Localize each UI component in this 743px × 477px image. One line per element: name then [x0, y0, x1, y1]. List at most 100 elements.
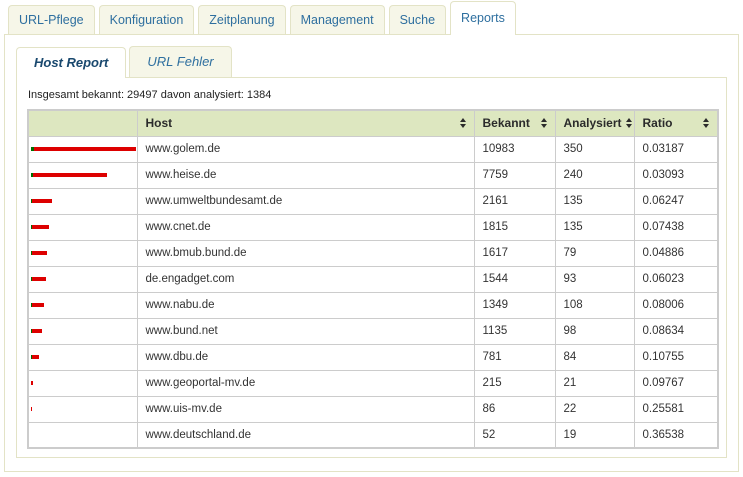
table-row: www.golem.de 10983 350 0.03187: [27, 135, 719, 163]
analysiert-cell: 19: [554, 421, 635, 449]
header-bar-column: [27, 109, 138, 137]
bekannt-cell: 1544: [473, 265, 556, 293]
ratio-cell: 0.03093: [633, 161, 719, 189]
ratio-cell: 0.06247: [633, 187, 719, 215]
sort-icon[interactable]: [703, 118, 709, 129]
host-report-table: Host Bekannt Analysiert: [27, 109, 719, 449]
table-row: www.cnet.de 1815 135 0.07438: [27, 213, 719, 241]
bar-analysiert: [31, 251, 32, 255]
analysiert-cell: 98: [554, 317, 635, 345]
sort-icon[interactable]: [540, 118, 547, 129]
ratio-cell: 0.09767: [633, 369, 719, 397]
ratio-cell: 0.36538: [633, 421, 719, 449]
bar-cell: [27, 421, 138, 449]
ratio-cell: 0.07438: [633, 213, 719, 241]
ratio-cell: 0.10755: [633, 343, 719, 371]
bekannt-cell: 215: [473, 369, 556, 397]
bekannt-cell: 52: [473, 421, 556, 449]
bar-bekannt: [31, 381, 33, 385]
host-cell: www.deutschland.de: [136, 421, 475, 449]
bar-bekannt: [31, 251, 47, 255]
table-row: www.bmub.bund.de 1617 79 0.04886: [27, 239, 719, 267]
host-cell: de.engadget.com: [136, 265, 475, 293]
tab-url-fehler[interactable]: URL Fehler: [129, 46, 232, 77]
header-bekannt[interactable]: Bekannt: [473, 109, 556, 137]
table-header-row: Host Bekannt Analysiert: [27, 109, 719, 137]
table-row: www.uis-mv.de 86 22 0.25581: [27, 395, 719, 423]
host-cell: www.bmub.bund.de: [136, 239, 475, 267]
bar-bekannt: [32, 225, 49, 229]
bar-bekannt: [31, 277, 47, 281]
analysiert-cell: 350: [554, 135, 635, 163]
bekannt-cell: 781: [473, 343, 556, 371]
header-analysiert[interactable]: Analysiert: [554, 109, 635, 137]
summary-line: Insgesamt bekannt: 29497 davon analysier…: [28, 89, 272, 101]
host-cell: www.cnet.de: [136, 213, 475, 241]
header-ratio[interactable]: Ratio: [633, 109, 719, 137]
bar-bekannt: [31, 329, 43, 333]
bar-analysiert: [31, 199, 33, 203]
analysiert-cell: 21: [554, 369, 635, 397]
bar-cell: [27, 343, 138, 371]
tab-url-pflege[interactable]: URL-Pflege: [8, 5, 95, 34]
bar-bekannt: [34, 147, 136, 151]
bar-cell: [27, 265, 138, 293]
reports-panel: Host Report URL Fehler Insgesamt bekannt…: [4, 34, 739, 472]
main-tab-bar: URL-Pflege Konfiguration Zeitplanung Man…: [0, 0, 743, 35]
report-sub-tab-bar: Host Report URL Fehler: [16, 46, 727, 78]
bar-cell: [27, 135, 138, 163]
bar-bekannt: [32, 199, 53, 203]
ratio-cell: 0.03187: [633, 135, 719, 163]
bar-bekannt: [31, 407, 32, 411]
header-analysiert-label: Analysiert: [563, 116, 622, 131]
bar-analysiert: [31, 147, 35, 151]
bekannt-cell: 1135: [473, 317, 556, 345]
bar-cell: [27, 291, 138, 319]
table-row: www.geoportal-mv.de 215 21 0.09767: [27, 369, 719, 397]
bar-cell: [27, 161, 138, 189]
table-row: www.dbu.de 781 84 0.10755: [27, 343, 719, 371]
bar-analysiert: [31, 225, 33, 229]
host-cell: www.golem.de: [136, 135, 475, 163]
host-table-body: www.golem.de 10983 350 0.03187 www.heise…: [27, 135, 719, 449]
tab-management[interactable]: Management: [289, 5, 385, 34]
bar-cell: [27, 369, 138, 397]
host-cell: www.bund.net: [136, 317, 475, 345]
bar-analysiert: [31, 173, 34, 177]
analysiert-cell: 79: [554, 239, 635, 267]
analysiert-cell: 93: [554, 265, 635, 293]
analysiert-cell: 22: [554, 395, 635, 423]
bar-bekannt: [33, 173, 107, 177]
bar-cell: [27, 187, 138, 215]
bar-cell: [27, 317, 138, 345]
sort-icon[interactable]: [625, 118, 632, 129]
bar-analysiert: [31, 277, 32, 281]
bar-bekannt: [32, 303, 45, 307]
host-cell: www.nabu.de: [136, 291, 475, 319]
bekannt-cell: 2161: [473, 187, 556, 215]
tab-zeitplanung[interactable]: Zeitplanung: [198, 5, 286, 34]
header-host-label: Host: [145, 116, 173, 131]
ratio-cell: 0.08006: [633, 291, 719, 319]
tab-suche[interactable]: Suche: [388, 5, 447, 34]
bar-bekannt: [31, 355, 39, 359]
tab-reports[interactable]: Reports: [450, 1, 516, 35]
table-row: www.bund.net 1135 98 0.08634: [27, 317, 719, 345]
analysiert-cell: 135: [554, 187, 635, 215]
header-bekannt-label: Bekannt: [482, 116, 530, 131]
tab-host-report[interactable]: Host Report: [16, 47, 127, 78]
tab-konfiguration[interactable]: Konfiguration: [98, 5, 195, 34]
host-cell: www.geoportal-mv.de: [136, 369, 475, 397]
ratio-cell: 0.08634: [633, 317, 719, 345]
header-host[interactable]: Host: [136, 109, 475, 137]
table-row: www.nabu.de 1349 108 0.08006: [27, 291, 719, 319]
host-cell: www.heise.de: [136, 161, 475, 189]
bekannt-cell: 7759: [473, 161, 556, 189]
analysiert-cell: 240: [554, 161, 635, 189]
table-row: de.engadget.com 1544 93 0.06023: [27, 265, 719, 293]
bar-cell: [27, 213, 138, 241]
table-row: www.umweltbundesamt.de 2161 135 0.06247: [27, 187, 719, 215]
sort-icon[interactable]: [459, 118, 466, 129]
bekannt-cell: 10983: [473, 135, 556, 163]
host-cell: www.uis-mv.de: [136, 395, 475, 423]
